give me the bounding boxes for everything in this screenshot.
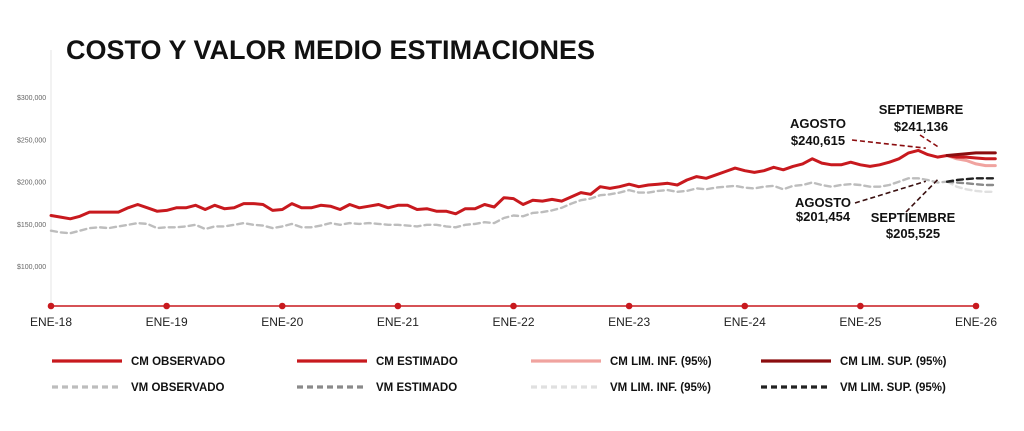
plot-area	[49, 148, 997, 235]
series-cm-lim-sup-95	[945, 151, 997, 157]
x-tick-label: ENE-25	[839, 315, 881, 329]
legend-label: CM ESTIMADO	[376, 356, 458, 368]
legend-item: VM LIM. INF. (95%)	[531, 382, 711, 394]
series-vm-lim-sup-95	[945, 177, 997, 183]
x-tick-marker	[163, 302, 170, 310]
annotation-month: SEPTIEMBRE	[879, 102, 964, 117]
annotation-value: $205,525	[886, 226, 940, 241]
x-tick-marker	[394, 302, 402, 310]
x-tick-label: ENE-26	[955, 315, 997, 329]
x-tick-marker	[857, 302, 864, 310]
y-tick-label: $250,000	[17, 137, 46, 144]
x-axis: ENE-18 ENE-19 ENE-20 ENE-21 ENE-22 ENE-23 ENE-…	[30, 302, 997, 329]
series-cm-observado	[49, 148, 949, 221]
legend-item: CM LIM. SUP. (95%)	[761, 356, 947, 368]
x-tick-marker	[278, 302, 286, 310]
legend-item: VM ESTIMADO	[297, 382, 457, 394]
annotation-value: $201,454	[796, 209, 851, 224]
x-tick-label: ENE-19	[146, 315, 188, 329]
legend-item: VM LIM. SUP. (95%)	[761, 382, 946, 394]
legend-item: CM OBSERVADO	[52, 356, 225, 368]
annotations: AGOSTO$240,615SEPTIEMBRE$241,136AGOSTO$2…	[790, 102, 964, 241]
series-vm-observado	[49, 177, 949, 235]
annotation-month: AGOSTO	[795, 195, 851, 210]
legend-label: VM ESTIMADO	[376, 382, 457, 394]
legend-label: VM LIM. INF. (95%)	[610, 382, 711, 394]
annotation-leader	[919, 134, 940, 149]
x-tick-marker	[47, 302, 55, 310]
x-tick-label: ENE-20	[261, 315, 303, 329]
legend: CM OBSERVADO CM ESTIMADO CM LIM. INF. (95%…	[52, 356, 947, 394]
legend-label: CM LIM. INF. (95%)	[610, 356, 712, 368]
annotation-month: SEPTIEMBRE	[871, 210, 956, 225]
x-tick-label: ENE-24	[724, 315, 766, 329]
legend-item: CM ESTIMADO	[297, 356, 458, 368]
x-tick-label: ENE-22	[492, 315, 534, 329]
y-tick-label: $200,000	[17, 180, 46, 187]
x-tick-label: ENE-23	[608, 315, 650, 329]
legend-label: VM OBSERVADO	[131, 382, 225, 394]
y-tick-label: $300,000	[17, 95, 46, 102]
annotation-value: $240,615	[791, 133, 845, 148]
x-tick-marker	[510, 302, 517, 310]
series-cm-estimado	[945, 154, 997, 161]
x-tick-label: ENE-21	[377, 315, 419, 329]
x-tick-label: ENE-18	[30, 315, 72, 329]
x-tick-marker	[741, 302, 749, 310]
y-axis: $100,000 $150,000 $200,000 $250,000 $300,000	[17, 50, 52, 306]
annotation-value: $241,136	[894, 119, 948, 134]
y-tick-label: $150,000	[17, 222, 46, 229]
annotation-leader	[854, 180, 927, 204]
chart-title: COSTO Y VALOR MEDIO ESTIMACIONES	[66, 35, 595, 65]
annotation-leader	[905, 177, 941, 213]
legend-label: CM LIM. SUP. (95%)	[840, 356, 947, 368]
series-vm-estimado	[945, 180, 997, 187]
legend-label: CM OBSERVADO	[131, 356, 225, 368]
legend-item: CM LIM. INF. (95%)	[531, 356, 712, 368]
annotation-leader	[851, 139, 926, 149]
series-vm-lim-inf-95	[945, 180, 997, 194]
y-tick-label: $100,000	[17, 264, 46, 271]
annotation-month: AGOSTO	[790, 116, 846, 131]
legend-item: VM OBSERVADO	[52, 382, 225, 394]
x-tick-marker	[625, 302, 633, 310]
legend-label: VM LIM. SUP. (95%)	[840, 382, 946, 394]
x-tick-marker	[972, 302, 980, 310]
